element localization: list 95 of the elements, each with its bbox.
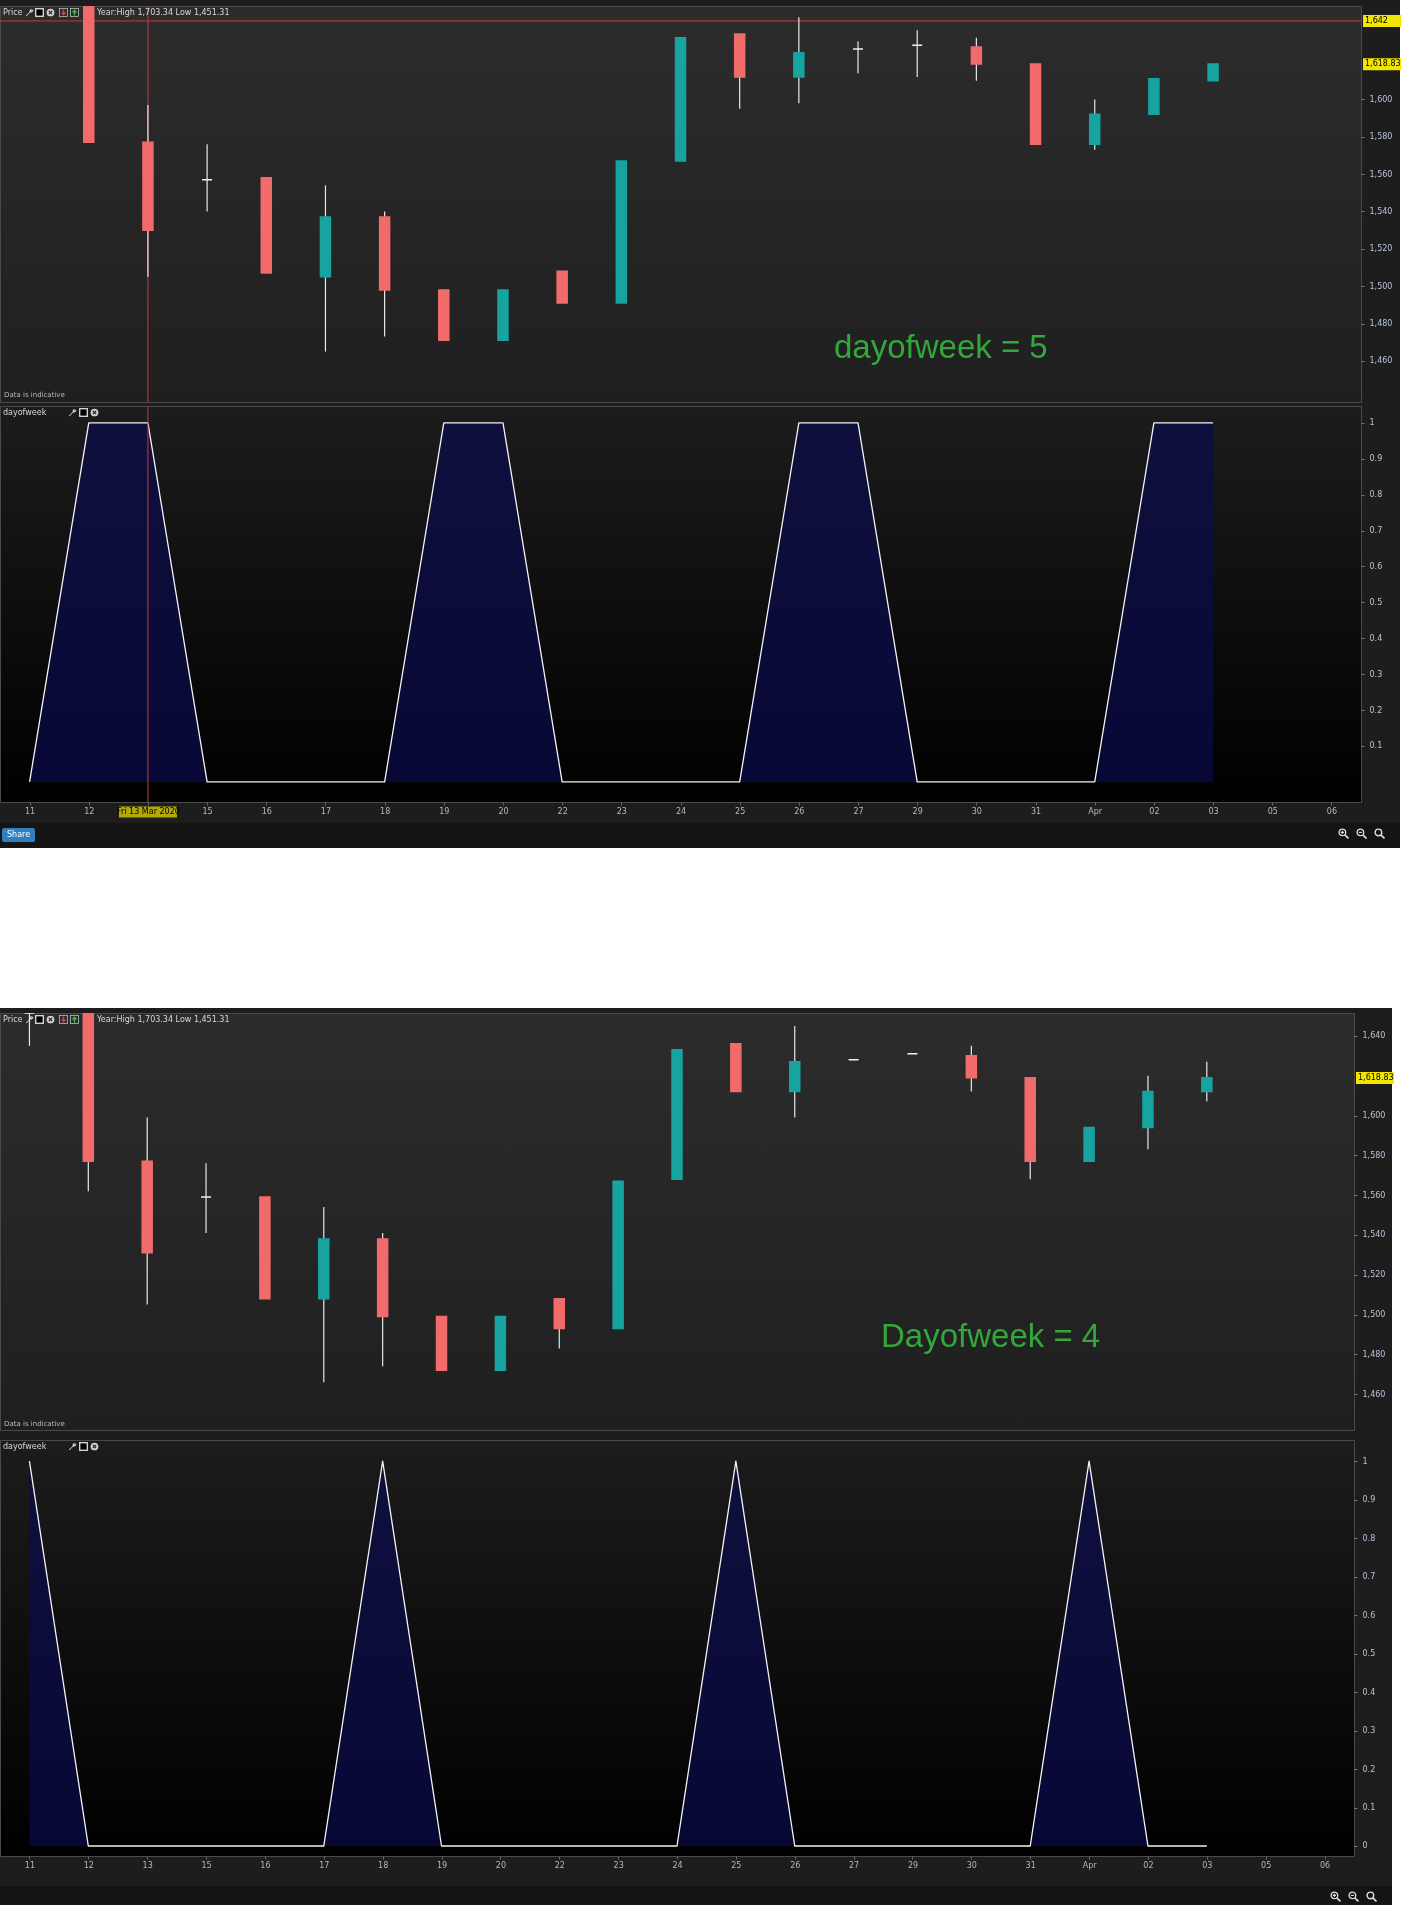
y-tick-label: 0.1 xyxy=(1362,1803,1376,1813)
y-tick-label: 0.9 xyxy=(1369,454,1383,464)
y-tick-label: 0.9 xyxy=(1362,1495,1376,1505)
x-tick-label: 19 xyxy=(439,806,450,816)
x-tick-label: 30 xyxy=(966,1860,977,1870)
y-tick-label: 0.1 xyxy=(1369,741,1383,751)
y-tick-label: 0.8 xyxy=(1362,1533,1376,1543)
y-tick-label: 1,460 xyxy=(1362,1389,1386,1399)
x-tick-label: 02 xyxy=(1143,1860,1154,1870)
y-tick-label: 1,540 xyxy=(1362,1230,1386,1240)
x-tick-label: 30 xyxy=(971,806,982,816)
y-tick-label: 1,560 xyxy=(1362,1190,1386,1200)
annotation: Dayofweek = 4 xyxy=(881,1317,1101,1354)
y-tick-label: 1,560 xyxy=(1369,169,1393,179)
y-tick-label: 0.3 xyxy=(1369,669,1383,679)
x-tick-label: 19 xyxy=(436,1860,448,1870)
x-tick-label: 17 xyxy=(320,806,332,816)
y-tick-label: 0.2 xyxy=(1369,705,1383,715)
y-tick-label: 0.5 xyxy=(1369,597,1383,607)
x-tick-label: 17 xyxy=(319,1860,330,1870)
x-tick-label: 23 xyxy=(616,806,627,816)
y-tick-label: 1,500 xyxy=(1369,281,1393,291)
x-tick-label: 11 xyxy=(24,1860,36,1870)
x-tick-label: 15 xyxy=(201,1860,212,1870)
x-tick-label: 12 xyxy=(84,806,95,816)
x-tick-label: 03 xyxy=(1202,1860,1213,1870)
x-tick-label: 29 xyxy=(907,1860,919,1870)
chart-title: dayofweek xyxy=(3,408,47,417)
y-tick-label: 0.2 xyxy=(1362,1764,1376,1774)
chart-subtitle: Year:High 1,703.34 Low 1,451.31 xyxy=(96,1015,230,1024)
x-tick-label: 20 xyxy=(495,1860,506,1870)
x-tick-label: 25 xyxy=(731,1860,742,1870)
y-tick-label: 0.6 xyxy=(1369,561,1383,571)
y-tick-label: 1,540 xyxy=(1369,206,1393,216)
y-tick-label: 0.8 xyxy=(1369,490,1383,500)
y-tick-label: 1,520 xyxy=(1362,1270,1386,1280)
y-tick-label: 1,520 xyxy=(1369,244,1393,254)
y-tick-label: 0.6 xyxy=(1362,1610,1376,1620)
x-tick-label: 16 xyxy=(260,1860,271,1870)
ref-line-label: 1,642 xyxy=(1365,15,1388,25)
x-tick-label: 29 xyxy=(912,806,923,816)
y-tick-label: 0 xyxy=(1362,1841,1368,1851)
x-tick-label: 18 xyxy=(380,806,391,816)
x-tick-label: 05 xyxy=(1261,1860,1272,1870)
y-tick-label: 1,600 xyxy=(1362,1111,1386,1121)
y-tick-label: 0.5 xyxy=(1362,1649,1376,1659)
x-tick-label: 20 xyxy=(498,806,509,816)
chart-title: Price xyxy=(3,8,23,17)
x-tick-label: 22 xyxy=(554,1860,565,1870)
x-tick-label: 27 xyxy=(853,806,864,816)
y-tick-label: 1,580 xyxy=(1362,1150,1386,1160)
y-tick-label: 1,480 xyxy=(1362,1349,1386,1359)
y-tick-label: 0.4 xyxy=(1369,633,1383,643)
x-tick-label: 31 xyxy=(1030,806,1042,816)
x-tick-label: 26 xyxy=(794,806,805,816)
y-tick-label: 1 xyxy=(1369,418,1375,428)
y-tick-label: 0.7 xyxy=(1362,1572,1376,1582)
x-tick-label: 27 xyxy=(849,1860,860,1870)
x-tick-label: 06 xyxy=(1319,1860,1331,1870)
y-tick-label: 1,500 xyxy=(1362,1310,1386,1320)
x-tick-label: 22 xyxy=(557,806,568,816)
x-tick-label: 26 xyxy=(790,1860,801,1870)
y-tick-label: 0.4 xyxy=(1362,1687,1376,1697)
y-tick-label: 0.7 xyxy=(1369,526,1383,536)
chart-title: dayofweek xyxy=(3,1442,47,1451)
text: Share xyxy=(2,828,36,842)
annotation: dayofweek = 5 xyxy=(834,328,1048,365)
x-tick-label: 11 xyxy=(24,806,36,816)
x-tick-label: 05 xyxy=(1267,806,1278,816)
x-tick-label: 24 xyxy=(672,1860,683,1870)
annotation: 1,618.83 xyxy=(1365,59,1401,69)
chart-subtitle: Year:High 1,703.34 Low 1,451.31 xyxy=(96,8,230,17)
x-tick-label: 23 xyxy=(613,1860,624,1870)
x-tick-label: Apr xyxy=(1088,806,1103,816)
y-tick-label: 0.3 xyxy=(1362,1726,1376,1736)
y-tick-label: 1,640 xyxy=(1362,1031,1386,1041)
x-tick-label: 13 xyxy=(142,1860,153,1870)
x-tick-label: 03 xyxy=(1208,806,1219,816)
x-tick-label: 15 xyxy=(202,806,213,816)
x-tick-label: 25 xyxy=(735,806,746,816)
x-tick-label: 18 xyxy=(378,1860,389,1870)
x-tick-label: 02 xyxy=(1149,806,1160,816)
x-tick-label: Apr xyxy=(1082,1860,1098,1870)
y-tick-label: 1,460 xyxy=(1369,356,1393,366)
x-tick-label: 31 xyxy=(1025,1860,1036,1870)
y-tick-label: 1,480 xyxy=(1369,319,1393,329)
y-tick-label: 1 xyxy=(1362,1456,1368,1466)
x-tick-label: 24 xyxy=(675,806,687,816)
annotation: 1,618.83 xyxy=(1358,1073,1394,1083)
y-tick-label: 1,580 xyxy=(1369,132,1393,142)
x-tick-label: 06 xyxy=(1326,806,1338,816)
x-tick-label: 16 xyxy=(261,806,272,816)
y-tick-label: 1,600 xyxy=(1369,94,1393,104)
chart-title: Price xyxy=(3,1015,23,1024)
x-tick-label: 12 xyxy=(83,1860,94,1870)
